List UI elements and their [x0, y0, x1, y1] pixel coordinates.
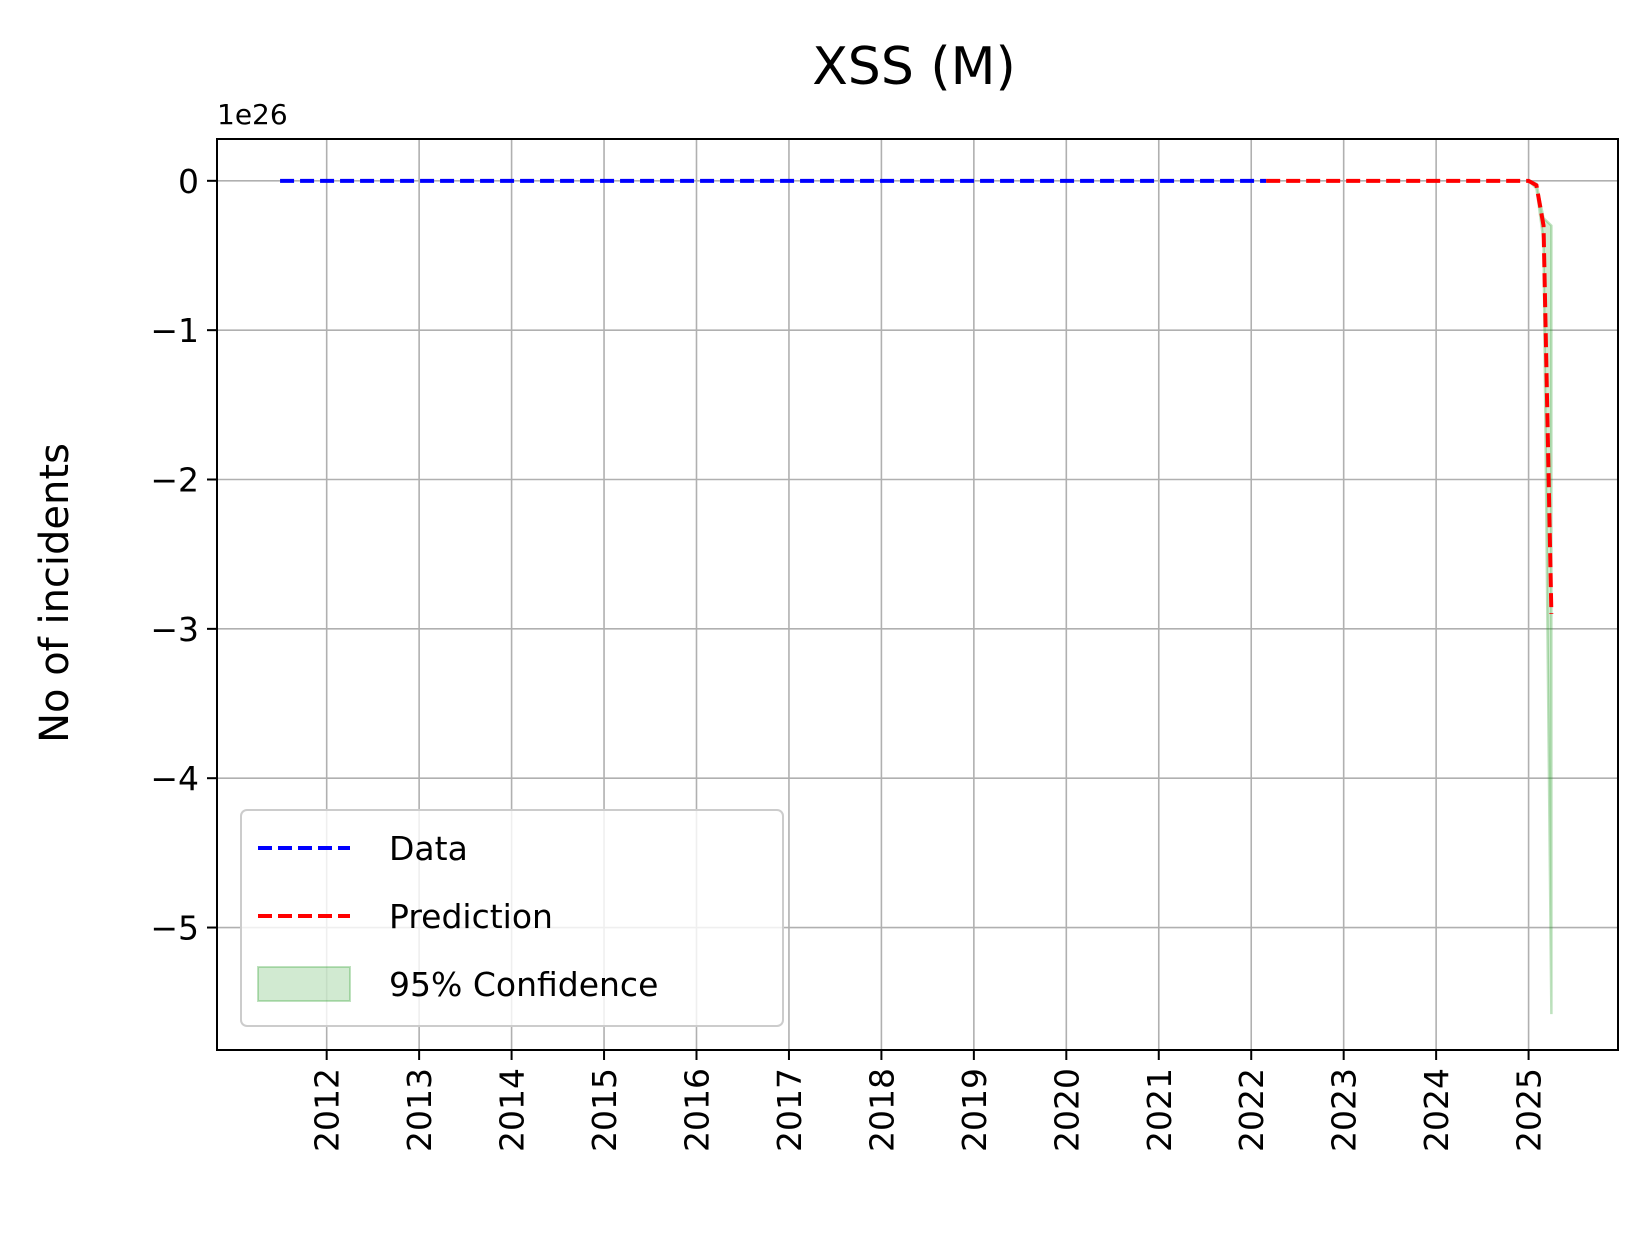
- chart-title: XSS (M): [812, 37, 1016, 97]
- series-prediction-line: [1266, 178, 1554, 614]
- x-tick-label: 2018: [862, 1068, 901, 1152]
- series-lines: [280, 178, 1554, 614]
- y-offset-label: 1e26: [217, 98, 288, 131]
- y-tick-label: −1: [150, 311, 199, 350]
- x-tick-label: 2019: [955, 1068, 994, 1152]
- x-tick-label: 2013: [400, 1068, 439, 1152]
- x-tick-label: 2017: [770, 1068, 809, 1152]
- y-axis-label: No of incidents: [32, 443, 78, 743]
- x-tick-label: 2021: [1140, 1068, 1179, 1152]
- x-tick-label: 2022: [1232, 1068, 1271, 1152]
- legend-label: Prediction: [389, 897, 553, 936]
- y-tick-label: −4: [150, 759, 199, 798]
- x-tick-label: 2020: [1047, 1068, 1086, 1152]
- legend-label: 95% Confidence: [389, 965, 658, 1004]
- x-tick-label: 2024: [1417, 1068, 1456, 1152]
- x-axis-ticks: 2012 2013 2014 2015 2016 2017 2018 2019 2020 2021…: [308, 1050, 1549, 1152]
- legend-swatch: [257, 966, 351, 1002]
- plot-frame: [216, 138, 1619, 1051]
- y-axis-ticks: 0 −1 −2 −3 −4 −5: [150, 162, 217, 948]
- x-tick-label: 2015: [585, 1068, 624, 1152]
- legend-label: Data: [389, 829, 468, 868]
- x-tick-label: 2016: [677, 1068, 716, 1152]
- y-tick-label: −3: [150, 610, 199, 649]
- y-tick-label: 0: [178, 162, 199, 201]
- legend: Data Prediction 95% Confidence: [240, 809, 784, 1027]
- grid: [217, 139, 1618, 1050]
- y-tick-label: −2: [150, 461, 199, 500]
- y-tick-label: −5: [150, 909, 199, 948]
- x-tick-label: 2023: [1325, 1068, 1364, 1152]
- x-tick-label: 2014: [493, 1068, 532, 1152]
- x-tick-label: 2025: [1510, 1068, 1549, 1152]
- x-tick-label: 2012: [308, 1068, 347, 1152]
- legend-box: [240, 809, 784, 1027]
